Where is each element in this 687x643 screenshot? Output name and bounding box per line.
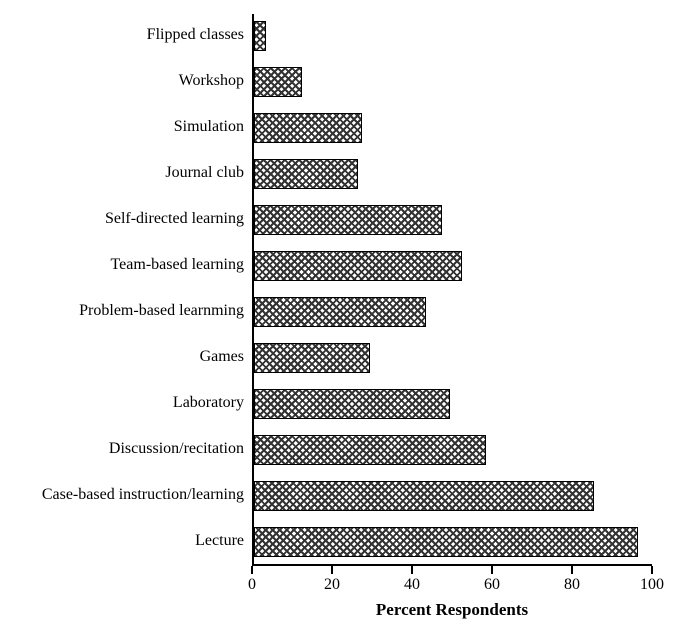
bar: [254, 67, 302, 97]
bar: [254, 205, 442, 235]
bar-label: Flipped classes: [0, 26, 244, 44]
x-tick: [651, 566, 653, 574]
x-tick-label: 20: [324, 576, 340, 594]
bar: [254, 113, 362, 143]
bar-label: Games: [0, 348, 244, 366]
bar: [254, 343, 370, 373]
bar-label: Simulation: [0, 118, 244, 136]
x-tick: [411, 566, 413, 574]
x-tick: [251, 566, 253, 574]
bar-label: Journal club: [0, 164, 244, 182]
x-tick-label: 40: [404, 576, 420, 594]
bar: [254, 297, 426, 327]
bar-label: Discussion/recitation: [0, 440, 244, 458]
bar-label: Lecture: [0, 532, 244, 550]
respondents-bar-chart: Flipped classes Workshop Simulation Journal…: [0, 0, 687, 643]
x-axis-title: Percent Respondents: [376, 600, 528, 620]
x-tick-label: 0: [248, 576, 256, 594]
x-tick-label: 80: [564, 576, 580, 594]
x-tick-label: 100: [640, 576, 664, 594]
bar: [254, 251, 462, 281]
bar-label: Workshop: [0, 72, 244, 90]
bar-label: Problem-based learnming: [0, 302, 244, 320]
bar: [254, 481, 594, 511]
x-tick: [491, 566, 493, 574]
bar-label: Case-based instruction/learning: [0, 486, 244, 504]
x-tick: [331, 566, 333, 574]
x-tick: [571, 566, 573, 574]
bar-label: Self-directed learning: [0, 210, 244, 228]
bar: [254, 435, 486, 465]
bar: [254, 527, 638, 557]
bar-label: Team-based learning: [0, 256, 244, 274]
bar: [254, 389, 450, 419]
bar: [254, 159, 358, 189]
bar: [254, 21, 266, 51]
x-tick-label: 60: [484, 576, 500, 594]
bar-label: Laboratory: [0, 394, 244, 412]
plot-area: [252, 14, 652, 566]
